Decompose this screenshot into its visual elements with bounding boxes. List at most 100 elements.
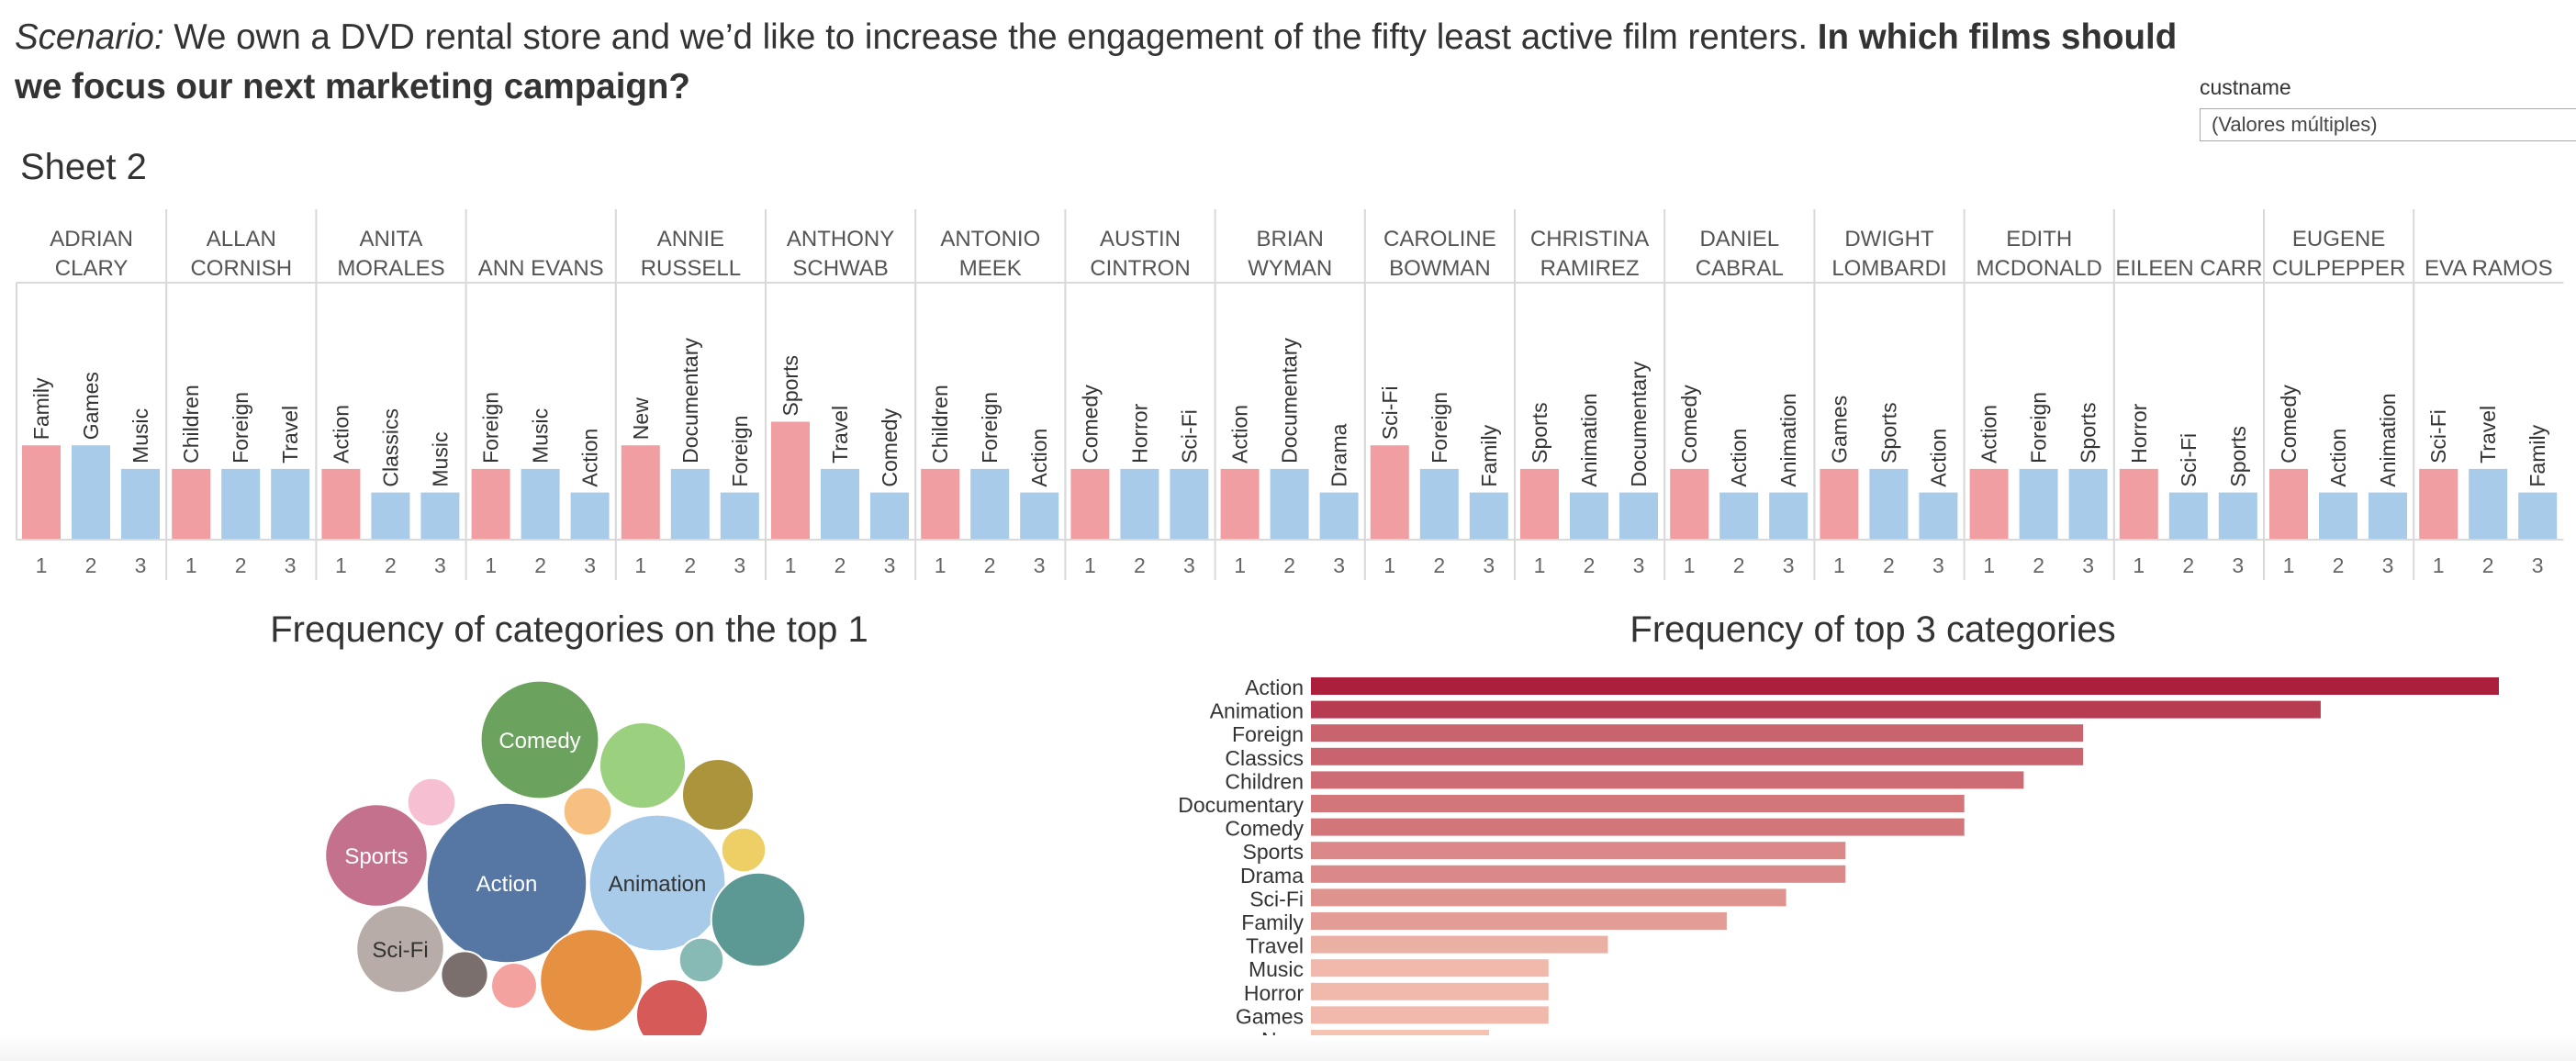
category-bubble [406, 776, 457, 828]
rank-tick: 1 [185, 553, 197, 577]
customer-name: EILEEN CARR [2115, 256, 2262, 281]
rank-tick: 2 [1433, 553, 1445, 577]
filter-value: (Valores múltiples) [2212, 113, 2378, 136]
category-bar [1570, 492, 1608, 540]
category-bar [2168, 492, 2208, 540]
bubble-chart-title: Frequency of categories on the top 1 [270, 609, 868, 650]
category-bubble [720, 826, 767, 874]
category-bubble [539, 928, 644, 1033]
customer-name: EUGENE [2292, 227, 2385, 251]
category-bar [1319, 492, 1359, 540]
category-label: Games [79, 372, 103, 440]
category-bar [1370, 445, 1409, 540]
category-bar [371, 492, 410, 540]
customer-name: WYMAN [1248, 256, 1332, 281]
category-bubble [355, 904, 445, 994]
category-bar [2419, 468, 2458, 540]
category-label: Comedy [878, 408, 902, 486]
bar-category-label: Sci-Fi [1249, 887, 1304, 910]
filter-label: custname [2200, 75, 2291, 99]
rank-tick: 3 [2532, 553, 2544, 577]
category-bubble [588, 813, 727, 953]
category-bar [2218, 492, 2257, 540]
rank-tick: 2 [684, 553, 696, 577]
custname-filter-dropdown[interactable]: (Valores múltiples) ▼ [2200, 108, 2576, 141]
category-label: Comedy [1677, 385, 1701, 463]
rank-tick: 1 [36, 553, 48, 577]
category-bar [521, 468, 560, 540]
rank-tick: 3 [285, 553, 297, 577]
category-bubble [598, 720, 688, 810]
category-label: Action [1027, 429, 1051, 487]
category-bar [1419, 468, 1459, 540]
rank-tick: 1 [2283, 553, 2295, 577]
category-bar [271, 468, 310, 540]
bar-category-label: Travel [1246, 934, 1304, 958]
category-bar [172, 468, 211, 540]
category-label: Sci-Fi [2177, 433, 2201, 487]
category-bar [1520, 468, 1559, 540]
scenario-text: We own a DVD rental store and we’d like … [163, 17, 1818, 57]
bubble-label: Comedy [498, 729, 580, 754]
customer-name: BOWMAN [1389, 256, 1491, 281]
bar-category-label: Foreign [1232, 722, 1304, 746]
bar-category-label: Drama [1240, 864, 1304, 888]
customer-name: CULPEPPER [2272, 256, 2405, 281]
rank-tick: 2 [1883, 553, 1895, 577]
category-bar [1820, 468, 1859, 540]
category-bar [970, 468, 1010, 540]
bar-category-label: Music [1249, 957, 1304, 981]
customer-name: CAROLINE [1383, 227, 1496, 251]
category-bar [1270, 468, 1309, 540]
category-bar [821, 468, 859, 540]
category-bubble [678, 936, 725, 984]
category-label: Foreign [728, 416, 752, 487]
category-label: Music [529, 408, 553, 463]
bubble-label: Sports [344, 844, 408, 869]
category-bar [1769, 492, 1809, 540]
category-label: Travel [828, 406, 852, 463]
rank-tick: 2 [235, 553, 247, 577]
category-label: Action [1727, 429, 1751, 487]
category-bubble [324, 803, 429, 908]
frequency-bar [1311, 982, 1549, 1000]
category-label: Horror [2127, 403, 2151, 463]
category-label: New [629, 397, 653, 440]
rank-tick: 2 [1733, 553, 1745, 577]
category-bar [1469, 492, 1508, 540]
customer-name: ANTHONY [787, 227, 894, 251]
category-bar [121, 468, 160, 540]
category-label: Horror [1127, 403, 1151, 463]
customer-name: LOMBARDI [1831, 256, 1946, 281]
bar-category-label: Horror [1244, 981, 1305, 1005]
category-label: Comedy [2277, 385, 2301, 463]
category-bubble [680, 757, 756, 832]
rank-tick: 3 [1183, 553, 1195, 577]
rank-tick: 1 [1833, 553, 1845, 577]
frequency-bar [1311, 795, 1965, 812]
category-bar [1919, 492, 1958, 540]
category-bar [2518, 492, 2558, 540]
bar-category-label: Classics [1225, 746, 1304, 770]
category-bar [22, 445, 61, 540]
rank-tick: 3 [884, 553, 896, 577]
frequency-bar [1311, 771, 2024, 789]
category-label: Action [2326, 429, 2350, 487]
category-label: Travel [2476, 406, 2500, 463]
bubble-label: Sci-Fi [372, 938, 428, 963]
category-label: Foreign [479, 392, 503, 463]
rank-tick: 3 [135, 553, 147, 577]
frequency-bar [1311, 1006, 1549, 1024]
rank-tick: 1 [785, 553, 797, 577]
category-label: Music [129, 408, 152, 463]
frequency-bar [1311, 865, 1846, 883]
category-bar [1670, 468, 1709, 540]
category-bubble [562, 786, 613, 837]
category-bubble [425, 801, 588, 965]
category-label: Comedy [1078, 385, 1102, 463]
category-label: Sports [1528, 402, 1551, 463]
scenario-header: Scenario: We own a DVD rental store and … [15, 13, 2200, 112]
category-label: Sports [1876, 402, 1900, 463]
customer-name: ANNIE [657, 227, 724, 251]
customer-name: EVA RAMOS [2425, 256, 2553, 281]
